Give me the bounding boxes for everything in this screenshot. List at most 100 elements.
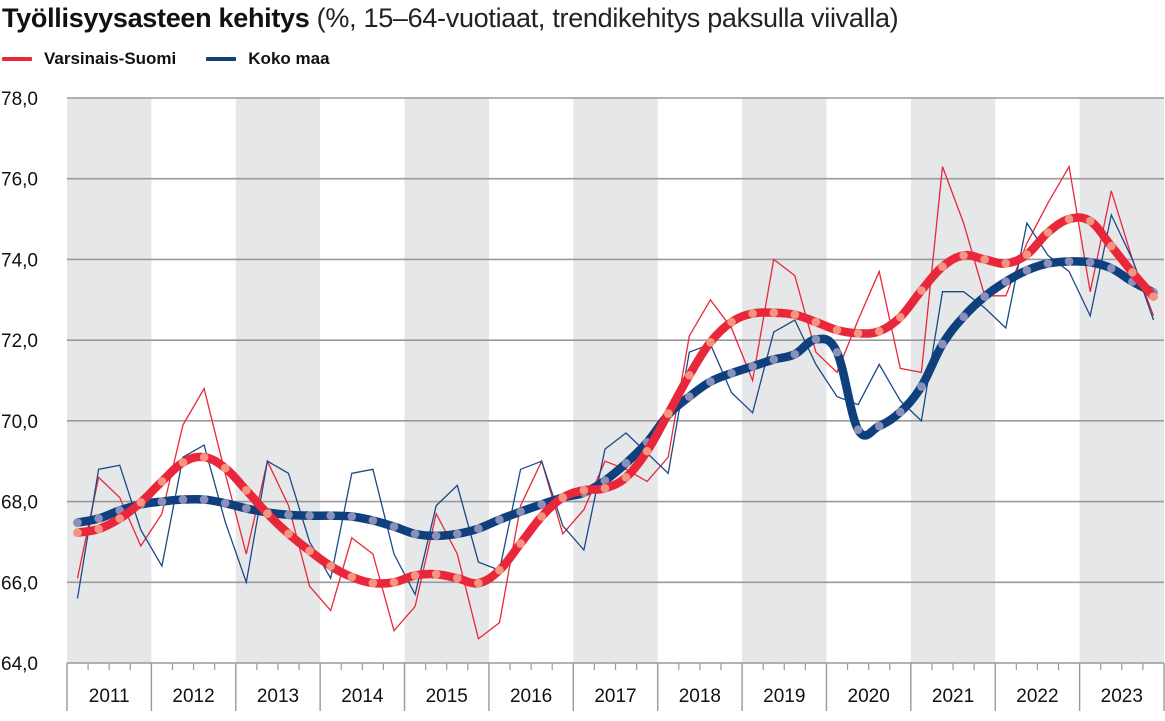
data-point-koko-maa-trendi	[980, 292, 989, 301]
data-point-varsinais-suomi-trendi	[600, 483, 610, 493]
x-tick-label: 2017	[594, 686, 636, 707]
data-point-koko-maa-trendi	[895, 407, 905, 417]
x-tick-label: 2020	[848, 686, 890, 707]
data-point-varsinais-suomi-trendi	[326, 561, 336, 571]
data-point-varsinais-suomi-trendi	[685, 370, 694, 380]
series-line-varsinais-suomi-trendi	[73, 213, 1158, 588]
x-tick-label: 2018	[679, 686, 721, 707]
data-point-koko-maa-trendi	[199, 495, 209, 504]
year-band-shaded	[573, 98, 658, 663]
data-point-koko-maa-trendi	[769, 355, 779, 364]
y-tick-label: 70,0	[1, 412, 38, 433]
data-point-varsinais-suomi-trendi	[115, 514, 125, 523]
data-point-koko-maa-trendi	[685, 392, 694, 401]
data-point-varsinais-suomi-trendi	[558, 493, 568, 502]
data-point-koko-maa-trendi	[537, 500, 546, 509]
data-point-varsinais-suomi-trendi	[748, 309, 757, 318]
data-point-varsinais-suomi-trendi	[938, 262, 947, 271]
y-tick-label: 76,0	[1, 170, 38, 191]
data-point-varsinais-suomi-trendi	[832, 325, 842, 335]
data-point-varsinais-suomi-trendi	[474, 578, 483, 588]
data-point-koko-maa-trendi	[832, 347, 842, 357]
y-tick-label: 78,0	[1, 89, 38, 110]
chart-title: Työllisyysasteen kehitys (%, 15–64-vuoti…	[2, 1, 899, 35]
data-point-koko-maa-trendi	[220, 498, 230, 508]
data-point-koko-maa-trendi	[727, 368, 736, 378]
year-band-shaded	[235, 98, 321, 663]
legend-swatch-koko-maa	[206, 57, 237, 61]
data-point-varsinais-suomi-trendi	[1085, 216, 1095, 226]
data-point-koko-maa-trendi	[368, 516, 378, 525]
data-point-koko-maa-trendi	[242, 504, 251, 513]
data-point-varsinais-suomi-trendi	[495, 565, 504, 575]
data-point-koko-maa-trendi	[1043, 259, 1053, 268]
gridlines	[67, 97, 1164, 584]
legend-swatch-varsinais-suomi	[2, 57, 32, 61]
data-point-varsinais-suomi-trendi	[642, 446, 652, 456]
data-point-koko-maa-trendi	[874, 421, 884, 431]
data-point-varsinais-suomi-trendi	[1064, 214, 1074, 224]
data-point-koko-maa-trendi	[959, 312, 968, 322]
data-point-varsinais-suomi-trendi	[410, 571, 420, 580]
legend-item-varsinais-suomi: Varsinais-Suomi	[2, 49, 176, 69]
data-point-koko-maa-trendi	[1085, 257, 1095, 267]
data-point-koko-maa-trendi	[284, 510, 293, 520]
data-point-koko-maa-trendi	[790, 349, 800, 359]
data-point-varsinais-suomi-trendi	[769, 308, 779, 318]
data-point-koko-maa-trendi	[452, 529, 462, 539]
y-tick-label: 74,0	[1, 250, 38, 271]
data-point-koko-maa-trendi	[495, 515, 504, 525]
data-point-varsinais-suomi-trendi	[1149, 292, 1158, 301]
data-point-varsinais-suomi-trendi	[220, 463, 230, 473]
x-tick-label: 2012	[172, 686, 214, 707]
x-tick-label: 2022	[1016, 686, 1058, 707]
data-point-koko-maa-trendi	[811, 335, 821, 344]
year-band-shaded	[404, 98, 489, 663]
data-point-koko-maa-trendi	[600, 476, 610, 485]
chart-subtitle: (%, 15–64-vuotiaat, trendikehitys paksul…	[316, 3, 899, 33]
data-point-varsinais-suomi-trendi	[959, 251, 968, 260]
x-tick-label: 2014	[341, 686, 384, 707]
data-point-varsinais-suomi-trendi	[178, 458, 188, 467]
x-tick-label: 2021	[932, 686, 974, 707]
x-tick-label: 2015	[426, 686, 468, 707]
data-point-koko-maa-trendi	[389, 522, 399, 531]
data-point-koko-maa-trendi	[748, 362, 757, 371]
data-point-varsinais-suomi-trendi	[389, 577, 399, 587]
data-point-varsinais-suomi-trendi	[368, 578, 378, 588]
data-point-koko-maa-trendi	[347, 512, 357, 521]
data-point-varsinais-suomi-trendi	[853, 328, 863, 338]
legend-item-koko-maa: Koko maa	[206, 49, 330, 69]
data-point-varsinais-suomi-trendi	[1001, 259, 1011, 268]
data-point-koko-maa-trendi	[1064, 257, 1074, 266]
y-tick-label: 72,0	[1, 331, 38, 352]
data-point-koko-maa-trendi	[516, 507, 525, 516]
data-point-varsinais-suomi-trendi	[917, 286, 926, 295]
data-point-koko-maa-trendi	[326, 511, 336, 520]
x-tick-label: 2011	[89, 686, 130, 707]
data-point-varsinais-suomi-trendi	[284, 529, 293, 539]
y-tick-label: 68,0	[1, 493, 38, 514]
data-point-varsinais-suomi-trendi	[73, 528, 82, 537]
data-point-koko-maa-trendi	[431, 531, 441, 541]
year-bands	[67, 98, 1164, 663]
data-point-varsinais-suomi-trendi	[980, 255, 989, 264]
x-tick-label: 2016	[510, 686, 552, 707]
year-band-shaded	[742, 98, 827, 663]
legend-label-koko-maa: Koko maa	[248, 49, 330, 68]
data-point-varsinais-suomi-trendi	[811, 317, 821, 327]
data-point-varsinais-suomi-trendi	[874, 326, 884, 336]
legend-label-varsinais-suomi: Varsinais-Suomi	[44, 49, 177, 68]
data-point-varsinais-suomi-trendi	[157, 477, 167, 486]
data-point-koko-maa-trendi	[305, 511, 314, 520]
data-point-varsinais-suomi-trendi	[263, 509, 272, 518]
data-point-varsinais-suomi-trendi	[242, 485, 251, 495]
data-point-varsinais-suomi-trendi	[727, 317, 736, 327]
data-point-varsinais-suomi-trendi	[621, 473, 631, 482]
y-tick-label: 66,0	[1, 573, 38, 594]
data-point-koko-maa-trendi	[621, 458, 631, 468]
data-point-koko-maa-trendi	[1022, 266, 1032, 275]
data-point-varsinais-suomi-trendi	[94, 524, 103, 534]
data-point-varsinais-suomi-trendi	[136, 498, 146, 507]
